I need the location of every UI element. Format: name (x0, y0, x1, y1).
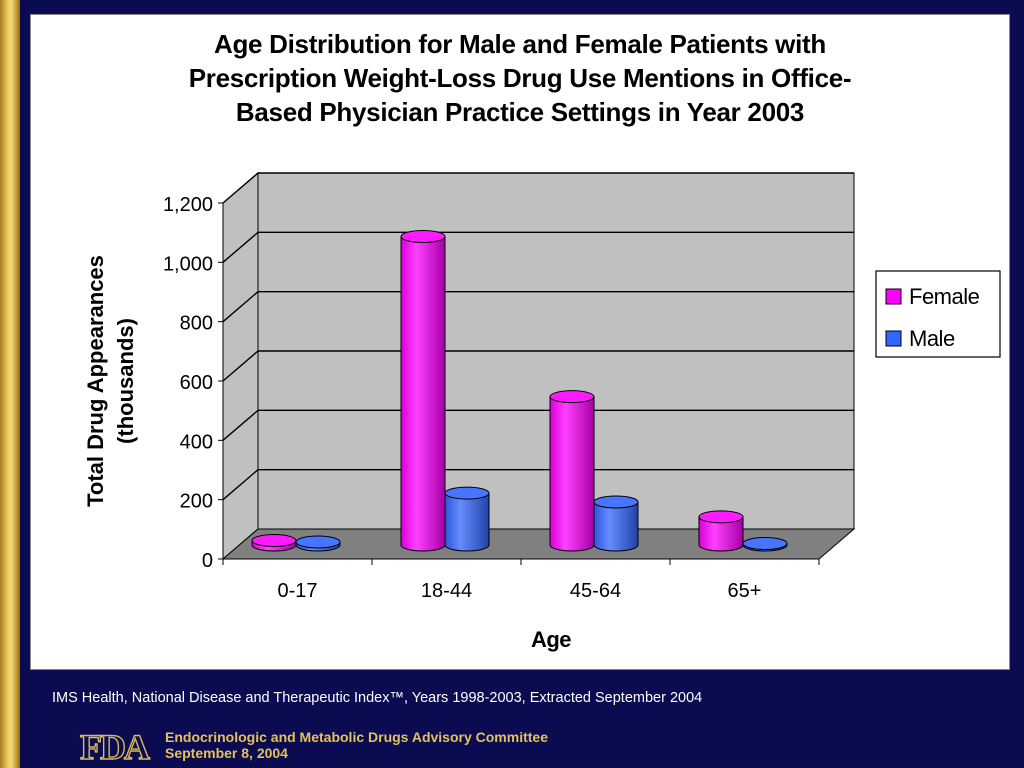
bar-male-0-17 (296, 536, 340, 551)
bar-body (550, 397, 594, 551)
y-axis-title: Total Drug Appearances (thousands) (83, 255, 138, 507)
footer: Endocrinologic and Metabolic Drugs Advis… (165, 729, 548, 761)
bar-body (594, 502, 638, 551)
y-tick-label: 1,200 (163, 194, 213, 216)
y-axis-title-line: (thousands) (113, 318, 138, 444)
legend-label-male: Male (909, 326, 955, 351)
bar-male-18-44 (445, 487, 489, 551)
bar-top (401, 230, 445, 242)
y-tick-label: 1,000 (163, 253, 213, 275)
y-tick-label: 600 (180, 372, 213, 394)
legend-swatch-male (886, 331, 901, 346)
bar-chart: 0 200 400 600 800 1,000 1,200 0-17 18-44 45-64 65+… (31, 15, 1009, 669)
bar-top (252, 535, 296, 547)
x-axis-title: Age (531, 627, 571, 652)
bar-female-0-17 (252, 535, 296, 551)
x-tick-label: 18-44 (421, 580, 472, 602)
bar-body (401, 236, 445, 551)
y-tick-label: 800 (180, 313, 213, 335)
svg-text:FDA: FDA (80, 727, 150, 765)
x-tick-label: 65+ (728, 580, 762, 602)
bar-male-65+ (743, 538, 787, 551)
y-tick-label: 0 (202, 550, 213, 572)
bar-top (743, 538, 787, 550)
meeting-date: September 8, 2004 (165, 745, 548, 761)
chart-panel: Age Distribution for Male and Female Pat… (30, 14, 1010, 670)
bar-female-45-64 (550, 391, 594, 551)
x-tick-label: 45-64 (570, 580, 621, 602)
bar-body (445, 493, 489, 551)
gold-side-strip (0, 0, 20, 768)
y-tick-label: 400 (180, 431, 213, 453)
bar-male-45-64 (594, 496, 638, 551)
bar-top (296, 536, 340, 548)
y-tick-label: 200 (180, 491, 213, 513)
bar-top (699, 511, 743, 523)
y-axis-title-line: Total Drug Appearances (83, 255, 108, 507)
bar-top (445, 487, 489, 499)
x-tick-label: 0-17 (277, 580, 317, 602)
fda-logo: FDA (78, 725, 152, 765)
legend-label-female: Female (909, 284, 980, 309)
committee-name: Endocrinologic and Metabolic Drugs Advis… (165, 729, 548, 745)
bar-top (550, 391, 594, 403)
bar-female-65+ (699, 511, 743, 551)
bar-top (594, 496, 638, 508)
bar-female-18-44 (401, 230, 445, 551)
source-note: IMS Health, National Disease and Therape… (52, 690, 702, 706)
legend-swatch-female (886, 289, 901, 304)
